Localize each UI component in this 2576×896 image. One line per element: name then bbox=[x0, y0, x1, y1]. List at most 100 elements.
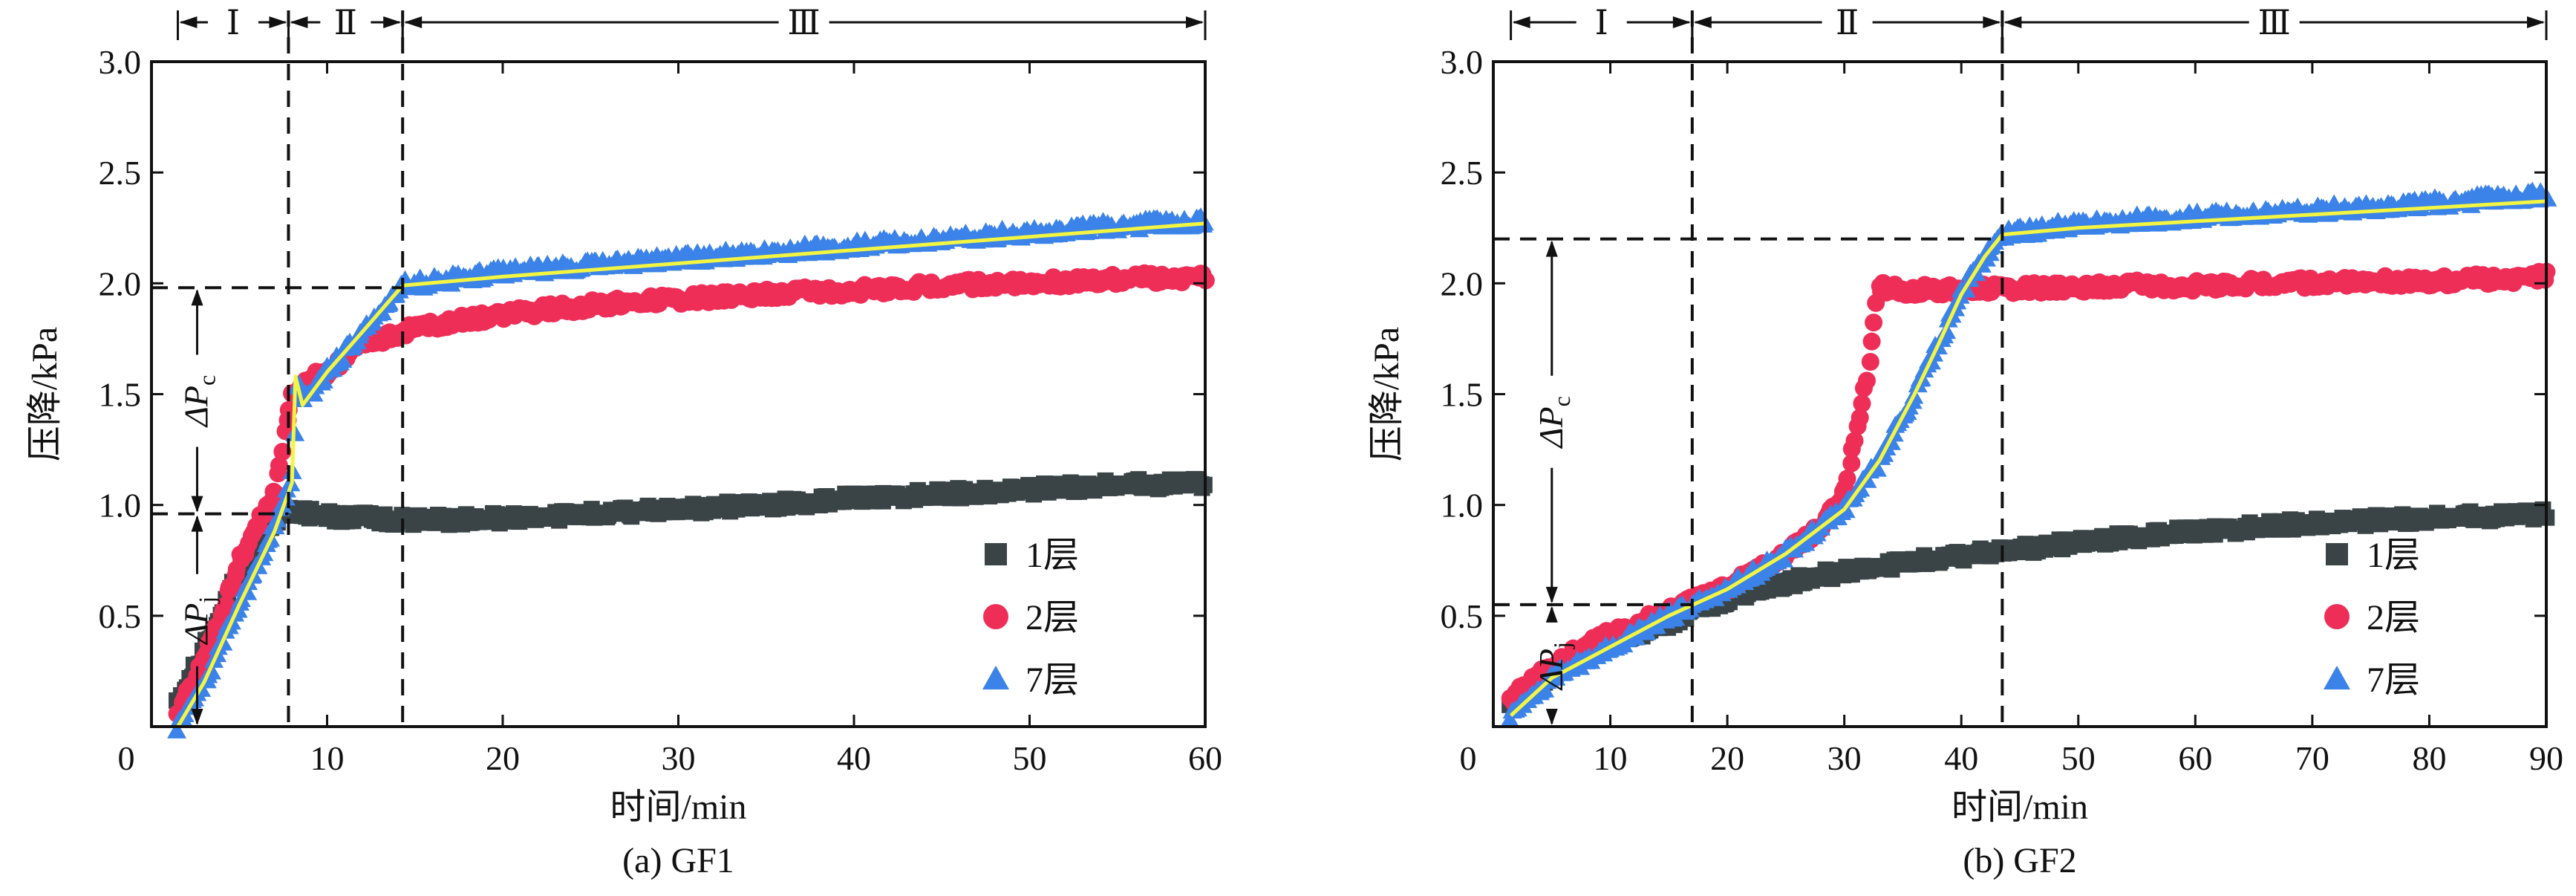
x-tick-label: 50 bbox=[2061, 739, 2096, 777]
y-axis-title: 压降/kPa bbox=[25, 327, 65, 461]
y-tick-label: 1.5 bbox=[99, 376, 142, 414]
series-7层 bbox=[1500, 181, 2557, 727]
x-tick-label: 60 bbox=[2178, 739, 2212, 777]
annotation-arrow bbox=[1545, 240, 1558, 257]
data-point bbox=[1865, 314, 1883, 332]
data-point bbox=[1666, 608, 1686, 626]
stage-arrow-head bbox=[1672, 16, 1691, 28]
annotation-label: ΔPj bbox=[1532, 642, 1575, 691]
data-point bbox=[1838, 470, 1856, 488]
x-axis-title: 时间/min bbox=[1951, 788, 2088, 827]
x-tick-label: 30 bbox=[662, 739, 696, 777]
legend-marker bbox=[2324, 666, 2350, 689]
annotation-arrow bbox=[191, 289, 203, 306]
data-point bbox=[273, 443, 292, 461]
stage-label: Ⅲ bbox=[2257, 4, 2290, 42]
stage-arrow-head bbox=[1983, 16, 2001, 28]
legend-marker bbox=[982, 666, 1009, 689]
data-point bbox=[1774, 550, 1794, 568]
annotation-arrow bbox=[191, 496, 203, 513]
stage-arrow-head bbox=[1693, 16, 1712, 28]
stage-arrow-head bbox=[2003, 16, 2022, 28]
stage-arrow-head bbox=[404, 16, 423, 28]
data-point bbox=[1861, 352, 1879, 371]
annotation-arrow bbox=[1545, 586, 1558, 603]
y-tick-label: 2.5 bbox=[1441, 154, 1484, 192]
x-tick-label: 0 bbox=[1460, 739, 1477, 777]
x-tick-label: 10 bbox=[310, 739, 345, 777]
annotation-label: ΔPc bbox=[177, 375, 220, 428]
x-tick-label: 10 bbox=[1594, 739, 1628, 777]
data-point bbox=[1500, 710, 1520, 727]
stage-arrow-head bbox=[1512, 16, 1530, 28]
stage-arrow-head bbox=[290, 16, 308, 28]
series-2层 bbox=[1501, 262, 2556, 712]
stage-label: Ⅰ bbox=[1595, 4, 1608, 42]
x-tick-label: 0 bbox=[118, 739, 135, 777]
annotation-label: ΔPj bbox=[177, 597, 220, 646]
chart-caption: (b) GF2 bbox=[1963, 841, 2076, 880]
stage-arrow-head bbox=[383, 16, 402, 28]
annotation-arrow bbox=[1545, 606, 1558, 623]
data-point bbox=[270, 456, 288, 475]
data-point bbox=[1857, 371, 1876, 390]
y-tick-label: 1.0 bbox=[1441, 487, 1484, 525]
y-tick-label: 1.5 bbox=[1441, 376, 1484, 414]
annotation-arrow bbox=[191, 709, 203, 725]
data-point bbox=[167, 721, 187, 738]
legend-label: 7层 bbox=[2367, 660, 2420, 700]
y-tick-label: 3.0 bbox=[1441, 43, 1484, 81]
x-tick-label: 90 bbox=[2529, 739, 2563, 777]
data-point bbox=[1845, 432, 1864, 450]
legend-label: 2层 bbox=[2367, 598, 2420, 637]
stage-arrow-head bbox=[179, 16, 198, 28]
stage-label: Ⅱ bbox=[1836, 4, 1859, 42]
y-tick-label: 1.0 bbox=[99, 487, 142, 525]
x-tick-label: 60 bbox=[1188, 739, 1222, 777]
y-tick-label: 0.5 bbox=[99, 597, 142, 635]
chart-panel-a: Ⅰ Ⅱ Ⅲ 0.5 1.0 1.5 2.0 2.5 3.0 0 10 20 30 40 50 60 时间/min… bbox=[25, 4, 1222, 880]
stage-label: Ⅲ bbox=[787, 4, 820, 42]
y-axis-title: 压降/kPa bbox=[1367, 327, 1406, 461]
data-point bbox=[1626, 628, 1646, 646]
data-point bbox=[1842, 454, 1861, 473]
data-point bbox=[1853, 395, 1871, 413]
y-tick-label: 0.5 bbox=[1441, 597, 1484, 635]
chart-panel-b: Ⅰ Ⅱ Ⅲ 0.5 1.0 1.5 2.0 2.5 3.0 0 10 20 30 40 50 60 70 80 90… bbox=[1367, 4, 2563, 880]
data-point bbox=[1851, 409, 1869, 427]
stage-arrow-head bbox=[269, 16, 287, 28]
stage-arrow-head bbox=[1186, 16, 1204, 28]
data-point bbox=[1862, 332, 1881, 351]
series-2层 bbox=[168, 264, 1215, 724]
legend-label: 1层 bbox=[1025, 536, 1079, 575]
stage-arrow-head bbox=[2527, 16, 2545, 28]
data-point bbox=[267, 510, 287, 527]
x-tick-label: 20 bbox=[486, 739, 520, 777]
fit-line bbox=[1509, 199, 2547, 717]
x-axis-title: 时间/min bbox=[610, 788, 746, 827]
annotation-arrow bbox=[191, 515, 203, 532]
legend-label: 1层 bbox=[2367, 536, 2420, 575]
x-tick-label: 40 bbox=[1944, 739, 1978, 777]
y-tick-label: 2.5 bbox=[99, 154, 142, 192]
y-tick-label: 2.0 bbox=[99, 264, 142, 302]
stage-label: Ⅰ bbox=[226, 4, 240, 42]
annotation-arrow bbox=[1545, 709, 1558, 725]
stage-label: Ⅱ bbox=[334, 4, 357, 42]
fit-line bbox=[176, 221, 1206, 728]
x-tick-label: 30 bbox=[1827, 739, 1862, 777]
legend-marker bbox=[2324, 604, 2350, 629]
legend-marker bbox=[985, 543, 1007, 565]
chart-caption: (a) GF1 bbox=[622, 841, 734, 880]
x-tick-label: 50 bbox=[1013, 739, 1047, 777]
annotation-label: ΔPc bbox=[1532, 396, 1575, 449]
legend-marker bbox=[983, 604, 1008, 629]
x-tick-label: 80 bbox=[2412, 739, 2446, 777]
data-point bbox=[217, 596, 235, 614]
x-tick-label: 40 bbox=[837, 739, 871, 777]
legend-label: 2层 bbox=[1025, 598, 1079, 637]
x-tick-label: 70 bbox=[2295, 739, 2329, 777]
y-tick-label: 2.0 bbox=[1441, 264, 1484, 302]
y-tick-label: 3.0 bbox=[99, 43, 142, 81]
